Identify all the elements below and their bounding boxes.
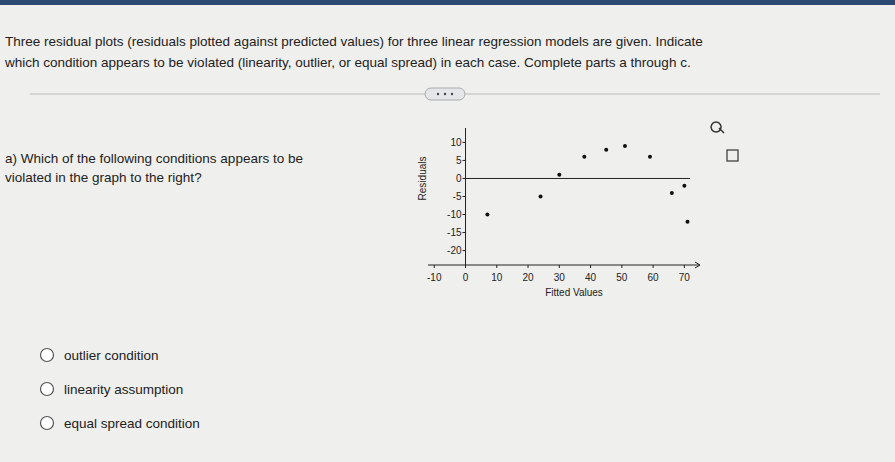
- y-tick-label: 10: [450, 137, 462, 148]
- x-tick: [496, 265, 497, 268]
- y-tick-label: -10: [447, 209, 462, 220]
- y-tick: [463, 142, 466, 143]
- y-tick: [463, 160, 466, 161]
- y-axis-label: Residuals: [417, 157, 428, 201]
- x-tick-label: 30: [554, 272, 566, 283]
- radio-button[interactable]: [41, 349, 54, 362]
- zero-line: [466, 178, 690, 179]
- point: [623, 144, 627, 148]
- x-tick: [465, 265, 466, 268]
- points: [485, 144, 689, 224]
- point: [648, 155, 652, 159]
- y-tick: [463, 178, 466, 179]
- y-tick-label: -15: [447, 227, 462, 238]
- radio-button[interactable]: [41, 383, 54, 396]
- point: [604, 148, 608, 152]
- x-axis-arrow: [695, 262, 700, 268]
- x-tick-label: -10: [427, 272, 442, 283]
- point: [670, 191, 674, 195]
- y-tick-label: -5: [453, 191, 462, 202]
- x-tick-label: 70: [679, 272, 691, 283]
- point: [539, 195, 543, 199]
- x-tick: [653, 265, 654, 268]
- point: [485, 213, 489, 217]
- chart: 1050-5-10-15-20-10010203040506070Fitted …: [417, 128, 700, 298]
- x-tick-label: 0: [463, 272, 469, 283]
- instructions: which condition appears to be violated (…: [4, 55, 691, 70]
- x-axis-label: Fitted Values: [545, 287, 603, 298]
- point: [685, 220, 689, 224]
- y-tick: [463, 232, 466, 233]
- x-tick-label: 50: [616, 272, 628, 283]
- x-axis: [428, 265, 700, 266]
- y-tick-label: -20: [447, 245, 462, 256]
- point: [557, 173, 561, 177]
- option-label[interactable]: equal spread condition: [64, 416, 200, 431]
- expand-pill[interactable]: [425, 88, 465, 100]
- x-tick-label: 40: [585, 272, 597, 283]
- x-tick: [528, 265, 529, 268]
- x-tick-label: 60: [648, 272, 660, 283]
- point: [682, 184, 686, 188]
- y-tick: [463, 214, 466, 215]
- zoom-icon[interactable]: [711, 122, 724, 133]
- option-label[interactable]: outlier condition: [64, 348, 159, 363]
- radio-button[interactable]: [41, 417, 54, 430]
- x-tick: [434, 265, 435, 268]
- question: violated in the graph to the right?: [5, 170, 202, 185]
- y-tick-label: 5: [456, 155, 462, 166]
- x-tick: [621, 265, 622, 268]
- x-tick-label: 10: [491, 272, 503, 283]
- pill-dot: [437, 93, 439, 95]
- pill-dot: [444, 93, 446, 95]
- point: [582, 155, 586, 159]
- y-tick: [463, 196, 466, 197]
- page: Three residual plots (residuals plotted …: [0, 0, 895, 462]
- y-tick-label: 0: [456, 173, 462, 184]
- option-label[interactable]: linearity assumption: [64, 382, 183, 397]
- pill-dot: [451, 93, 453, 95]
- x-tick: [590, 265, 591, 268]
- popout-icon[interactable]: [727, 150, 738, 161]
- y-tick: [463, 250, 466, 251]
- x-tick: [559, 265, 560, 268]
- top-bar: [0, 0, 895, 5]
- question: a) Which of the following conditions app…: [5, 151, 303, 166]
- instructions: Three residual plots (residuals plotted …: [5, 34, 703, 49]
- x-tick: [684, 265, 685, 268]
- x-tick-label: 20: [522, 272, 534, 283]
